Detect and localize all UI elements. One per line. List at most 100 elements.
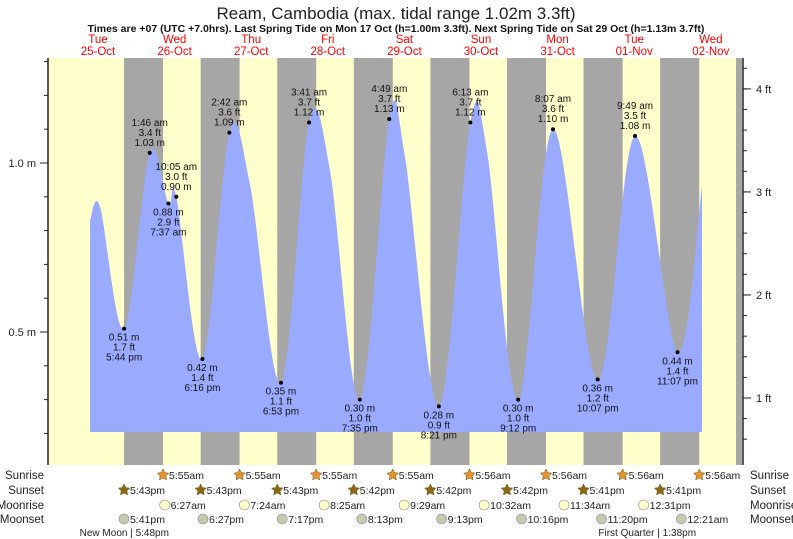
day-of-week-label: Sat: [396, 34, 414, 46]
low-tide-point: [595, 377, 600, 382]
sunrise-time: 5:55am: [322, 470, 357, 482]
sunset-time: 5:42pm: [436, 485, 471, 497]
low-tide-point: [357, 397, 362, 402]
sunrise-icon: [309, 468, 323, 481]
tide-labels: 0.51 m1.7 ft5:44 pm 1:46 am3.4 ft1.03 m 0.…: [106, 84, 698, 441]
sunrise-icon: [233, 468, 246, 481]
sunset-row-label: Sunset: [8, 485, 45, 497]
low-tide-label: 0.88 m: [153, 208, 184, 219]
day-of-week-label: Sun: [471, 34, 491, 46]
moonrise-icon: [478, 499, 490, 511]
date-label: 26-Oct: [157, 46, 192, 58]
low-tide-point: [516, 397, 521, 402]
high-tide-label: 10:05 am: [155, 162, 197, 173]
moonset-icon: [356, 513, 368, 525]
low-tide-label: 1.0 ft: [349, 414, 371, 425]
left-tick-label: 1.0 m: [8, 158, 36, 170]
sunrise-row-label-right: Sunrise: [750, 470, 789, 482]
moonset-icon: [436, 513, 447, 525]
sunrise-time: 5:55am: [246, 470, 281, 482]
sunset-time: 5:41pm: [590, 485, 625, 497]
moon-phase-label: New Moon | 5:48pm: [80, 528, 169, 539]
moonset-time: 10:16pm: [528, 514, 569, 526]
sunset-row-label-right: Sunset: [750, 485, 787, 497]
date-labels: Tue25-OctWed26-OctThu27-OctFri28-OctSat2…: [81, 34, 730, 58]
sunset-icon: [500, 483, 514, 496]
low-tide-label: 7:37 am: [150, 228, 186, 239]
high-tide-label: 1.08 m: [620, 121, 651, 132]
moonrise-time: 10:32am: [490, 500, 531, 512]
low-tide-label: 1.1 ft: [270, 397, 292, 408]
moonrise-time: 6:27am: [171, 500, 206, 512]
sunrise-icon: [692, 468, 706, 481]
high-tide-label: 6:13 am: [452, 87, 488, 98]
day-of-week-label: Fri: [321, 34, 334, 46]
sunrise-time: 5:56am: [629, 470, 664, 482]
high-tide-point: [551, 127, 556, 132]
sunset-time: 5:43pm: [207, 485, 242, 497]
high-tide-label: 3.6 ft: [218, 108, 240, 119]
low-tide-label: 0.36 m: [582, 383, 613, 394]
high-tide-label: 3.4 ft: [139, 128, 161, 139]
sunset-time: 5:42pm: [513, 485, 548, 497]
sunset-time: 5:42pm: [360, 485, 395, 497]
sunset-icon: [270, 483, 284, 496]
date-label: 27-Oct: [234, 46, 269, 58]
moonset-time: 8:13pm: [368, 514, 403, 526]
sunrise-row-label: Sunrise: [5, 470, 44, 482]
low-tide-label: 0.30 m: [503, 404, 534, 415]
high-tide-label: 1.03 m: [134, 138, 165, 149]
right-tick-label: 3 ft: [756, 187, 771, 199]
moonset-time: 5:41pm: [130, 514, 165, 526]
high-tide-label: 3:41 am: [291, 87, 327, 98]
moonset-icon: [276, 513, 288, 525]
sunrise-icon: [463, 468, 476, 481]
moonset-icon: [118, 513, 130, 525]
high-tide-point: [468, 120, 473, 125]
day-of-week-label: Wed: [699, 34, 722, 46]
day-of-week-label: Wed: [163, 34, 186, 46]
moonset-icon: [596, 513, 607, 525]
date-label: 29-Oct: [387, 46, 422, 58]
sunrise-time: 5:55am: [399, 470, 434, 482]
moonrise-time: 9:29am: [410, 500, 445, 512]
high-tide-label: 2:42 am: [211, 98, 247, 109]
low-tide-label: 5:44 pm: [106, 353, 142, 364]
sunset-icon: [194, 483, 207, 496]
right-tick-label: 2 ft: [756, 290, 771, 302]
moonrise-icon: [638, 499, 649, 511]
low-tide-point: [166, 201, 171, 206]
high-tide-point: [147, 150, 152, 155]
sunset-icon: [653, 483, 667, 496]
moonrise-icon: [159, 499, 170, 511]
moonrise-time: 11:34am: [570, 500, 610, 512]
moonrise-time: 7:24am: [250, 500, 285, 512]
high-tide-point: [174, 194, 179, 199]
high-tide-point: [227, 130, 232, 135]
moonset-row-label-right: Moonset: [750, 514, 793, 526]
moon-phase-label: First Quarter | 1:38pm: [598, 528, 696, 539]
date-label: 25-Oct: [81, 46, 116, 58]
low-tide-label: 0.44 m: [662, 356, 693, 367]
high-tide-point: [633, 133, 638, 138]
moonset-time: 6:27pm: [209, 514, 244, 526]
high-tide-label: 1.09 m: [214, 118, 245, 129]
sunrise-time: 5:55am: [169, 470, 204, 482]
low-tide-label: 0.51 m: [109, 333, 140, 344]
moonrise-icon: [398, 499, 410, 511]
sunset-icon: [117, 483, 131, 496]
moonset-icon: [197, 513, 209, 525]
moonset-time: 7:17pm: [288, 514, 323, 526]
sunset-time: 5:41pm: [666, 485, 701, 497]
low-tide-label: 8:21 pm: [421, 430, 457, 441]
tide-area: [90, 100, 703, 432]
moonset-time: 12:21am: [687, 514, 728, 526]
night-band: [736, 58, 742, 465]
moonrise-icon: [558, 499, 570, 511]
sunset-icon: [347, 483, 361, 496]
high-tide-label: 3.6 ft: [542, 104, 564, 115]
high-tide-point: [307, 120, 312, 125]
low-tide-label: 0.30 m: [345, 404, 376, 415]
